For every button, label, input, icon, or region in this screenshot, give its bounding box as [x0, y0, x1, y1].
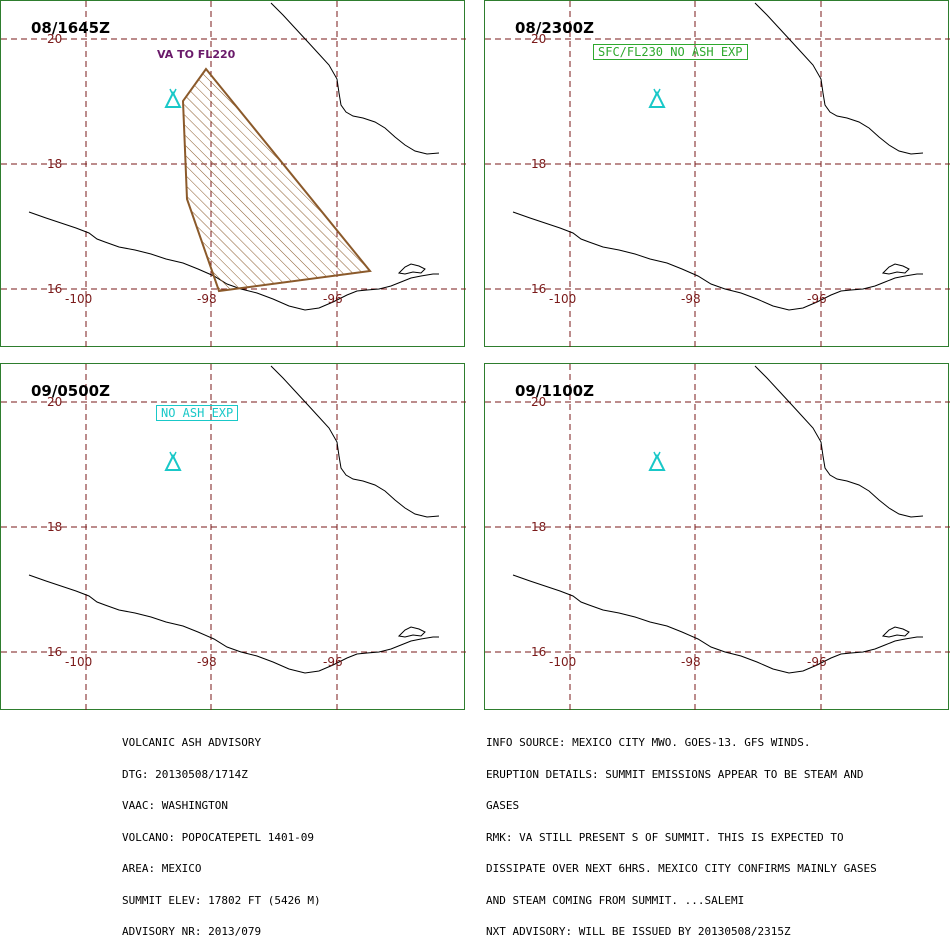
volcano-icon	[648, 88, 666, 108]
advisory-remarks-cont: DISSIPATE OVER NEXT 6HRS. MEXICO CITY CO…	[486, 862, 877, 875]
lat-label-18: 18	[531, 520, 547, 534]
lon-label-96: -96	[323, 655, 343, 669]
forecast-panel-3: 09/0500Z 20 18 16 -100 -98 -96 NO ASH EX…	[0, 363, 466, 711]
lat-label-20: 20	[47, 32, 63, 46]
map-canvas	[1, 364, 466, 711]
lat-label-20: 20	[47, 395, 63, 409]
map-canvas	[1, 1, 466, 348]
pacific-coastline	[512, 574, 923, 674]
ash-status-label: NO ASH EXP	[156, 405, 239, 421]
gulf-coastline	[270, 2, 440, 155]
advisory-remarks-cont2: AND STEAM COMING FROM SUMMIT. ...SALEMI	[486, 893, 745, 907]
lat-label-16: 16	[531, 282, 547, 296]
lat-label-16: 16	[47, 645, 63, 659]
advisory-number: ADVISORY NR: 2013/079	[122, 925, 262, 938]
lon-label-96: -96	[323, 292, 343, 306]
volcano-icon	[164, 451, 182, 471]
advisory-area: AREA: MEXICO	[122, 862, 202, 875]
panel-time: 08/1645Z	[31, 19, 110, 37]
advisory-title: VOLCANIC ASH ADVISORY	[122, 736, 262, 749]
lon-label-100: -100	[549, 292, 577, 306]
forecast-panel-2: 08/2300Z 20 18 16 -100 -98 -96 SFC/FL230…	[484, 0, 950, 348]
pacific-coastline	[28, 574, 439, 674]
lon-label-96: -96	[807, 292, 827, 306]
lat-label-18: 18	[47, 157, 63, 171]
lon-label-100: -100	[65, 292, 93, 306]
advisory-eruption-details: ERUPTION DETAILS: SUMMIT EMISSIONS APPEA…	[486, 767, 864, 781]
advisory-next: NXT ADVISORY: WILL BE ISSUED BY 20130508…	[486, 925, 791, 938]
pacific-coastline	[512, 211, 923, 311]
lat-label-18: 18	[47, 520, 63, 534]
advisory-info-source: INFO SOURCE: MEXICO CITY MWO. GOES-13. G…	[486, 736, 811, 749]
gulf-coastline	[270, 365, 440, 518]
lat-label-20: 20	[531, 395, 547, 409]
advisory-remarks: RMK: VA STILL PRESENT S OF SUMMIT. THIS …	[486, 830, 844, 844]
lat-label-18: 18	[531, 157, 547, 171]
advisory-summit-elev: SUMMIT ELEV: 17802 FT (5426 M)	[122, 893, 321, 907]
panel-time: 09/0500Z	[31, 382, 110, 400]
lon-label-98: -98	[681, 655, 701, 669]
advisory-vaac: VAAC: WASHINGTON	[122, 799, 228, 812]
lon-label-96: -96	[807, 655, 827, 669]
panel-time: 09/1100Z	[515, 382, 594, 400]
lon-label-100: -100	[65, 655, 93, 669]
map-canvas	[485, 364, 950, 711]
volcano-icon	[648, 451, 666, 471]
pacific-coastline	[28, 211, 439, 311]
advisory-dtg: DTG: 20130508/1714Z	[122, 767, 248, 781]
lake-outline	[397, 263, 426, 275]
forecast-panel-1: 08/1645Z 20 18 16 -100 -98 -96 VA TO FL2…	[0, 0, 466, 348]
forecast-panel-4: 09/1100Z 20 18 16 -100 -98 -96	[484, 363, 950, 711]
lon-label-98: -98	[197, 655, 217, 669]
lake-outline	[881, 263, 910, 275]
gulf-coastline	[754, 365, 924, 518]
lat-label-16: 16	[47, 282, 63, 296]
gulf-coastline	[754, 2, 924, 155]
map-canvas	[485, 1, 950, 348]
volcano-icon	[164, 88, 182, 108]
lat-label-20: 20	[531, 32, 547, 46]
lake-outline	[397, 626, 426, 638]
advisory-eruption-details-cont: GASES	[486, 799, 520, 812]
ash-status-label: SFC/FL230 NO ASH EXP	[593, 44, 748, 60]
advisory-left: VOLCANIC ASH ADVISORY DTG: 20130508/1714…	[122, 717, 321, 948]
lake-outline	[881, 626, 910, 638]
advisory-right: INFO SOURCE: MEXICO CITY MWO. GOES-13. G…	[486, 717, 877, 948]
ash-area-polygon	[181, 67, 372, 293]
panel-time: 08/2300Z	[515, 19, 594, 37]
ash-level-label: VA TO FL220	[157, 48, 236, 61]
lat-label-16: 16	[531, 645, 547, 659]
lon-label-98: -98	[197, 292, 217, 306]
lon-label-98: -98	[681, 292, 701, 306]
advisory-volcano: VOLCANO: POPOCATEPETL 1401-09	[122, 830, 315, 844]
lon-label-100: -100	[549, 655, 577, 669]
